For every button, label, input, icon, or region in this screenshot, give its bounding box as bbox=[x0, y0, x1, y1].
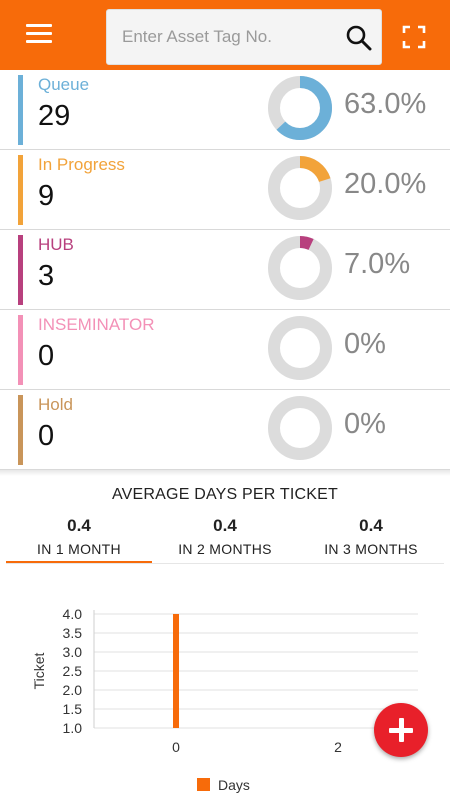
menu-icon[interactable] bbox=[26, 24, 54, 46]
status-color-bar bbox=[18, 75, 23, 145]
add-ticket-button[interactable] bbox=[374, 703, 428, 757]
tab-label: IN 2 MONTHS bbox=[178, 541, 272, 557]
search-icon[interactable] bbox=[346, 25, 372, 51]
status-label: Queue bbox=[38, 75, 90, 94]
y-tick-label: 2.0 bbox=[63, 682, 83, 698]
status-percent: 7.0% bbox=[344, 248, 411, 280]
search-box bbox=[106, 9, 382, 65]
tab-3-months[interactable]: 0.4 IN 3 MONTHS bbox=[298, 512, 444, 564]
status-percent: 0% bbox=[344, 408, 386, 440]
tab-label: IN 1 MONTH bbox=[37, 541, 121, 557]
scan-icon[interactable] bbox=[402, 25, 426, 49]
app-bar bbox=[0, 0, 450, 72]
status-row-hold[interactable]: Hold 0 0% bbox=[0, 390, 450, 470]
y-tick-label: 3.5 bbox=[63, 625, 83, 641]
status-donut-chart bbox=[268, 396, 332, 460]
status-label: HUB bbox=[38, 235, 74, 254]
status-donut-chart bbox=[268, 76, 332, 140]
status-count: 29 bbox=[38, 100, 71, 132]
status-color-bar bbox=[18, 395, 23, 465]
donut-track bbox=[268, 236, 332, 300]
legend-label: Days bbox=[218, 777, 250, 793]
status-label: Hold bbox=[38, 395, 73, 414]
status-list: Queue 29 63.0% In Progress 9 20.0% HUB 3… bbox=[0, 70, 450, 470]
chart-bar bbox=[173, 614, 179, 728]
tab-value: 0.4 bbox=[67, 516, 91, 535]
tab-value: 0.4 bbox=[213, 516, 237, 535]
donut-slice bbox=[268, 76, 332, 140]
y-tick-label: 1.5 bbox=[63, 701, 83, 717]
average-days-title: AVERAGE DAYS PER TICKET bbox=[112, 486, 338, 503]
status-donut-chart bbox=[268, 316, 332, 380]
status-count: 9 bbox=[38, 180, 55, 212]
y-tick-label: 3.0 bbox=[63, 644, 83, 660]
section-divider bbox=[0, 470, 450, 476]
x-tick-label: 0 bbox=[172, 739, 180, 755]
status-color-bar bbox=[18, 315, 23, 385]
status-percent: 20.0% bbox=[344, 168, 427, 200]
donut-track bbox=[268, 316, 332, 380]
legend-swatch bbox=[197, 778, 210, 791]
donut-slice bbox=[268, 156, 332, 220]
status-row-in-progress[interactable]: In Progress 9 20.0% bbox=[0, 150, 450, 230]
y-tick-label: 1.0 bbox=[63, 720, 83, 736]
status-label: In Progress bbox=[38, 155, 125, 174]
y-axis-title: Ticket bbox=[31, 652, 47, 689]
tab-value: 0.4 bbox=[359, 516, 383, 535]
tab-selected-indicator bbox=[6, 561, 152, 564]
period-tabs: 0.4 IN 1 MONTH 0.4 IN 2 MONTHS 0.4 IN 3 … bbox=[6, 512, 444, 566]
status-row-hub[interactable]: HUB 3 7.0% bbox=[0, 230, 450, 310]
status-color-bar bbox=[18, 155, 23, 225]
status-donut-chart bbox=[268, 156, 332, 220]
asset-tag-search-input[interactable] bbox=[107, 10, 337, 64]
tab-1-month[interactable]: 0.4 IN 1 MONTH bbox=[6, 512, 152, 564]
status-row-inseminator[interactable]: INSEMINATOR 0 0% bbox=[0, 310, 450, 390]
tabs-baseline bbox=[6, 563, 444, 564]
donut-slice bbox=[268, 236, 332, 300]
status-percent: 63.0% bbox=[344, 88, 427, 120]
x-tick-label: 2 bbox=[334, 739, 342, 755]
y-tick-label: 2.5 bbox=[63, 663, 83, 679]
status-row-queue[interactable]: Queue 29 63.0% bbox=[0, 70, 450, 150]
status-donut-chart bbox=[268, 236, 332, 300]
status-percent: 0% bbox=[344, 328, 386, 360]
status-count: 0 bbox=[38, 420, 55, 452]
status-label: INSEMINATOR bbox=[38, 315, 155, 334]
status-count: 0 bbox=[38, 340, 55, 372]
tab-label: IN 3 MONTHS bbox=[324, 541, 418, 557]
days-bar-chart: 1.0 1.5 2.0 2.5 3.0 3.5 4.0 0 2 Ticket Days bbox=[31, 606, 418, 793]
donut-track bbox=[268, 396, 332, 460]
y-tick-label: 4.0 bbox=[63, 606, 83, 622]
status-color-bar bbox=[18, 235, 23, 305]
tab-2-months[interactable]: 0.4 IN 2 MONTHS bbox=[152, 512, 298, 564]
status-count: 3 bbox=[38, 260, 55, 292]
